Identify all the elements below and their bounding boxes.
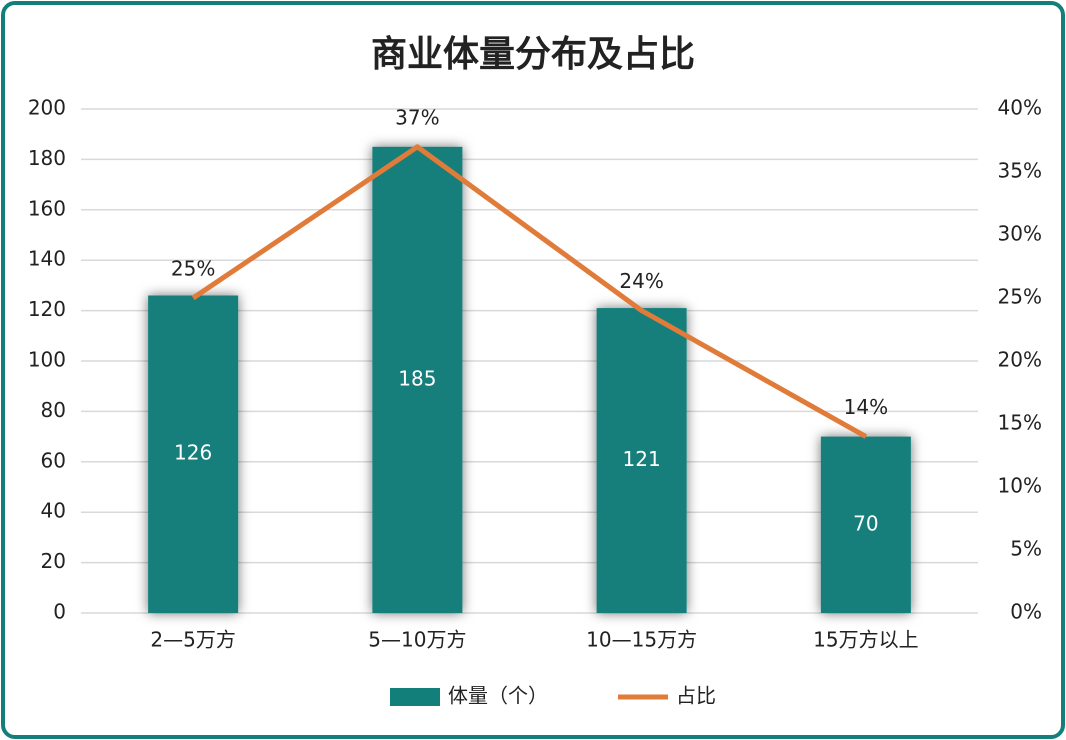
y2-tick-label: 15%	[998, 411, 1042, 435]
bar	[596, 308, 687, 613]
y-tick-label: 200	[28, 96, 66, 120]
legend-label: 占比	[676, 684, 716, 708]
y-tick-label: 60	[41, 448, 66, 472]
y-tick-label: 140	[28, 247, 66, 271]
line	[191, 144, 868, 439]
line-value-label: 14%	[844, 395, 888, 419]
x-tick-label: 10—15万方	[586, 628, 697, 652]
bar-value-label: 126	[174, 441, 212, 465]
bar	[148, 295, 239, 613]
y2-tick-label: 30%	[998, 222, 1042, 246]
y2-tick-label: 35%	[998, 159, 1042, 183]
y-tick-label: 100	[28, 348, 66, 372]
y2-tick-label: 10%	[998, 474, 1042, 498]
y2-tick-label: 40%	[998, 96, 1042, 120]
x-tick-label: 2—5万方	[150, 628, 235, 652]
y-tick-label: 20	[41, 549, 66, 573]
y-tick-label: 180	[28, 146, 66, 170]
line-value-label: 37%	[395, 105, 439, 129]
legend-label: 体量（个）	[448, 684, 548, 708]
y-tick-label: 0	[53, 600, 66, 624]
bar-value-label: 70	[853, 511, 878, 535]
legend-swatch	[390, 688, 440, 706]
bar-value-label: 185	[398, 366, 436, 390]
line-value-label: 25%	[171, 257, 215, 281]
line-value-label: 24%	[619, 269, 663, 293]
x-tick-label: 15万方以上	[813, 628, 918, 652]
bar	[820, 436, 911, 613]
y2-tick-label: 25%	[998, 285, 1042, 309]
y2-tick-label: 0%	[1010, 600, 1042, 624]
bars	[148, 146, 911, 614]
y2-tick-label: 20%	[998, 348, 1042, 372]
bar	[372, 146, 463, 614]
y-tick-label: 160	[28, 196, 66, 220]
y-tick-label: 40	[41, 499, 66, 523]
y-tick-label: 80	[41, 398, 66, 422]
overlay: 126 185 121 70 25% 37% 24% 14%	[171, 105, 888, 535]
x-tick-label: 5—10万方	[368, 628, 466, 652]
chart-title: 商业体量分布及占比	[371, 34, 695, 75]
y2-tick-label: 5%	[1010, 537, 1042, 561]
y-tick-label: 120	[28, 297, 66, 321]
bar-value-label: 121	[623, 447, 661, 471]
